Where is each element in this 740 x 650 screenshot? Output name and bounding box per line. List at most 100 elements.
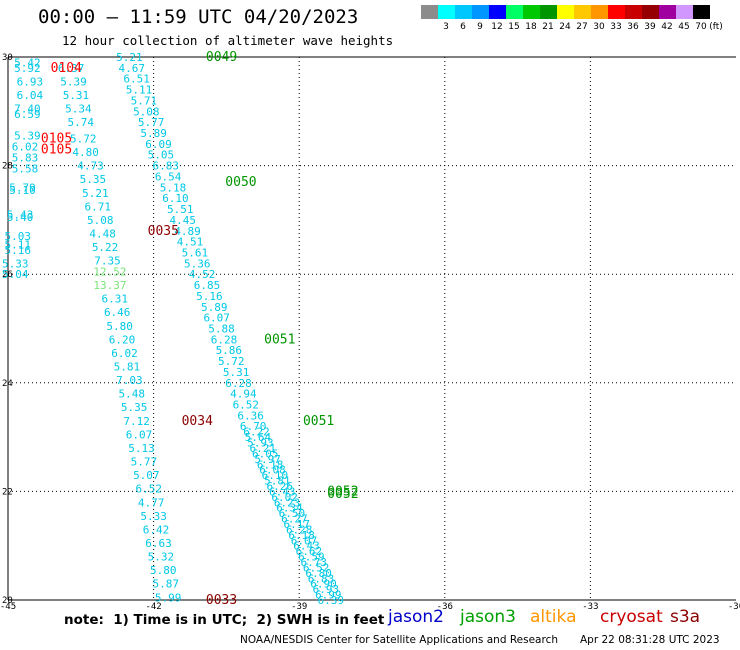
swh-value-label: 5.18: [160, 181, 187, 194]
swh-value-label: 6.10: [262, 469, 289, 482]
swh-value-label: 5.21: [82, 187, 109, 200]
swh-value-label: 5.81: [264, 475, 291, 488]
swh-value-label: 6.83: [308, 572, 335, 585]
swh-value-label: 5.22: [92, 241, 119, 254]
colorbar-label: 30: [593, 22, 605, 32]
swh-value-label: 6.59: [298, 551, 325, 564]
pass-time-label: 0050: [225, 175, 256, 190]
lat-tick-label: 30: [2, 53, 13, 63]
swh-value-label: 5.81: [114, 361, 141, 374]
swh-value-label: 6.39: [317, 594, 344, 607]
colorbar-label: 39: [644, 22, 656, 32]
swh-value-label: 5.13: [128, 442, 155, 455]
colorbar-label: 42: [661, 22, 673, 32]
swh-value-label: 5.08: [87, 214, 114, 227]
swh-value-label: 5.39: [60, 75, 87, 88]
swh-value-label: 6.07: [126, 428, 153, 441]
swh-value-label: 5.77: [138, 116, 165, 129]
swh-value-label: 4.77: [138, 496, 165, 509]
swh-value-label: 6.52: [233, 399, 260, 412]
swh-value-label: 5.11: [4, 238, 31, 251]
colorbar-unit: (ft): [709, 22, 723, 32]
colorbar-swatch: [506, 5, 523, 19]
swh-value-label: 12.52: [93, 265, 126, 278]
swh-value-label: 6.28: [225, 377, 252, 390]
swh-value-label: 7.12: [123, 415, 150, 428]
colorbar-swatch: [608, 5, 625, 19]
lat-tick-label: 20: [2, 596, 13, 606]
swh-value-label: 6.02: [111, 347, 138, 360]
swh-value-label: 6.43: [293, 540, 320, 553]
swh-value-label: 5.48: [119, 388, 146, 401]
colorbar-swatch: [625, 5, 642, 19]
swh-value-label: 6.02: [271, 491, 298, 504]
swh-value-label: 6.93: [313, 583, 340, 596]
colorbar-label: 9: [477, 22, 483, 32]
swh-value-label: 5.74: [68, 116, 95, 129]
swh-value-label: 6.85: [194, 279, 221, 292]
colorbar-label: 33: [610, 22, 622, 32]
swh-value-label: 5.07: [133, 469, 160, 482]
swh-value-label: 6.42: [143, 523, 170, 536]
colorbar-label: 12: [491, 22, 503, 32]
swh-value-label: 7.35: [94, 255, 121, 268]
generated-timestamp: Apr 22 08:31:28 UTC 2023: [580, 634, 720, 646]
swh-value-label: 4.89: [174, 225, 201, 238]
colorbar-swatch: [574, 5, 591, 19]
swh-value-label: 5.88: [208, 323, 235, 336]
swh-value-label: 6.07: [203, 312, 230, 325]
swh-value-label: 5.21: [116, 51, 143, 64]
swh-value-label: 6.59: [14, 108, 41, 121]
swh-value-label: 6.07: [291, 534, 318, 547]
swh-value-label: 4.48: [89, 227, 116, 240]
swh-value-label: 5.97: [254, 453, 281, 466]
swh-value-label: 5.92: [14, 62, 41, 75]
lat-tick-label: 22: [2, 487, 13, 497]
legend-item-jason3: jason3: [460, 607, 516, 627]
colorbar-label: 45: [678, 22, 690, 32]
swh-value-label: 6.04: [17, 89, 44, 102]
swh-value-label: 6.05: [252, 447, 279, 460]
pass-time-label: 0105: [41, 131, 72, 146]
swh-value-label: 5.10: [9, 184, 36, 197]
swh-value-label: 5.03: [4, 230, 31, 243]
swh-value-label: 4.73: [77, 160, 104, 173]
lon-tick-label: -42: [145, 602, 161, 612]
lon-tick-label: -30: [728, 602, 740, 612]
swh-value-label: 5.35: [80, 173, 107, 186]
pass-time-label: 0104: [51, 61, 82, 76]
swh-value-label: 6.73: [301, 556, 328, 569]
pass-time-label: 0105: [41, 142, 72, 157]
swh-value-label: 5.33: [2, 257, 29, 270]
swh-value-label: 6.71: [85, 200, 112, 213]
swh-value-label: 5.16: [196, 290, 223, 303]
swh-value-label: 6.28: [286, 523, 313, 536]
swh-value-label: 6.52: [303, 561, 330, 574]
swh-value-label: 5.04: [2, 268, 29, 281]
swh-value-label: 6.27: [281, 513, 308, 526]
swh-value-label: 5.58: [12, 162, 39, 175]
colorbar-swatch: [421, 5, 438, 19]
colorbar-swatch: [455, 5, 472, 19]
colorbar-label: 3: [443, 22, 449, 32]
pass-time-label: 0035: [148, 224, 179, 239]
swh-value-label: 5.34: [65, 103, 92, 116]
map-labels: 5.214.676.515.115.715.085.775.896.095.05…: [2, 50, 359, 608]
swh-value-label: 5.80: [106, 320, 133, 333]
colorbar-label: 15: [508, 22, 520, 32]
swh-value-label: 6.51: [123, 73, 150, 86]
swh-value-label: 5.61: [182, 246, 209, 259]
legend-item-jason2: jason2: [388, 607, 444, 627]
colorbar-label: 21: [542, 22, 554, 32]
swh-value-label: 5.87: [152, 578, 179, 591]
swh-value-label: 6.20: [109, 333, 136, 346]
swh-value-label: 6.50: [279, 507, 306, 520]
swh-value-label: 5.05: [148, 149, 175, 162]
swh-value-label: 5.89: [201, 301, 228, 314]
colorbar-label: 24: [559, 22, 571, 32]
swh-value-label: 6.62: [296, 545, 323, 558]
swh-value-label: 5.35: [121, 401, 148, 414]
swh-value-label: 5.31: [223, 366, 250, 379]
swh-value-label: 6.43: [269, 485, 296, 498]
